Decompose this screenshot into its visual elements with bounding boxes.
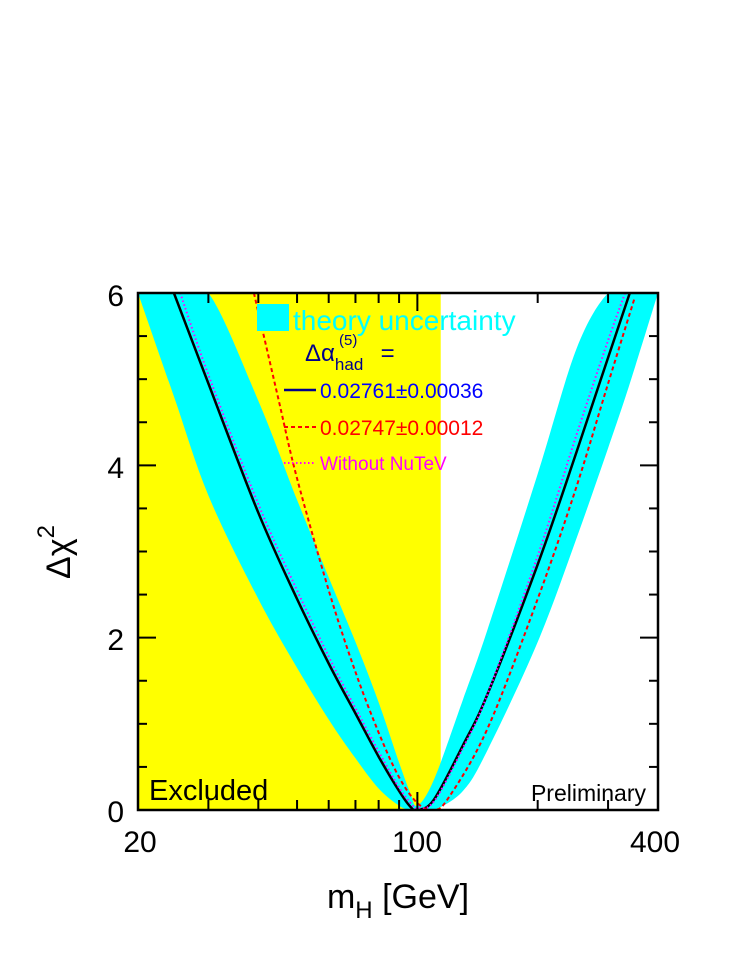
- legend-header-sub: had: [335, 355, 363, 374]
- tick-marks: [137, 292, 659, 811]
- y-axis-title-sup: 2: [33, 525, 60, 538]
- series-line-dashed: [252, 293, 636, 810]
- series-line-dotted: [179, 293, 627, 810]
- x-axis-title-sub: H: [355, 897, 372, 924]
- preliminary-label: Preliminary: [531, 780, 647, 806]
- series-layer: [172, 293, 636, 810]
- legend-entry-solid: 0.02761±0.00036: [320, 380, 483, 403]
- legend-header: Δαhad (5) =: [305, 332, 395, 374]
- y-tick-label-4: 4: [107, 452, 124, 485]
- excluded-label: Excluded: [149, 775, 268, 807]
- y-axis-title: Δχ2: [33, 525, 78, 579]
- x-axis-title-main: m: [327, 878, 355, 916]
- legend-header-rest: =: [374, 340, 395, 367]
- legend: theory uncertainty Δαhad (5) = 0.02761±0.…: [257, 304, 516, 475]
- theory-uncertainty-band: [138, 293, 658, 810]
- x-tick-label-20: 20: [123, 826, 156, 859]
- x-tick-label-400: 400: [630, 826, 680, 859]
- x-axis-title-rest: [GeV]: [373, 878, 469, 916]
- legend-header-main: Δα: [305, 340, 335, 367]
- legend-header-sup: (5): [339, 332, 357, 349]
- legend-band-label: theory uncertainty: [293, 305, 516, 336]
- y-tick-label-6: 6: [107, 280, 124, 313]
- legend-entry-dashed: 0.02747±0.00012: [320, 417, 483, 440]
- legend-band-swatch: [257, 304, 289, 331]
- series-line-solid: [172, 293, 631, 810]
- y-tick-label-2: 2: [107, 624, 124, 657]
- legend-entry-dotted: Without NuTeV: [320, 454, 447, 475]
- y-axis-title-main: Δχ: [40, 538, 78, 579]
- y-tick-label-0: 0: [107, 796, 124, 829]
- x-tick-label-100: 100: [392, 826, 442, 859]
- x-axis-title: mH [GeV]: [327, 878, 469, 924]
